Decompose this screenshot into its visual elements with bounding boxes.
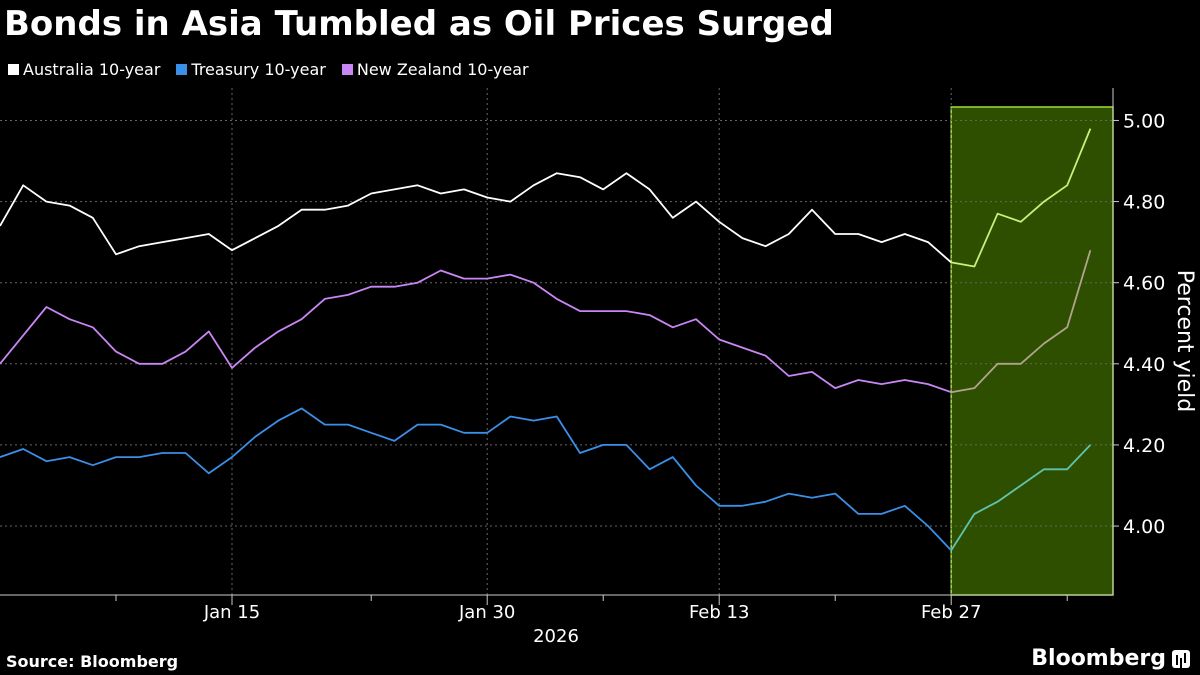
brand-logo: Bloomberg <box>1031 646 1190 671</box>
legend-label-new-zealand: New Zealand 10-year <box>356 60 529 79</box>
x-tick-label: Jan 30 <box>458 602 515 623</box>
y-tick-label: 5.00 <box>1123 110 1165 132</box>
x-axis-label: 2026 <box>533 626 579 647</box>
legend-item-treasury: Treasury 10-year <box>176 60 326 79</box>
y-tick-label: 4.00 <box>1123 516 1165 538</box>
chart-legend: Australia 10-year Treasury 10-year New Z… <box>8 60 529 79</box>
legend-item-australia: Australia 10-year <box>8 60 160 79</box>
legend-swatch-australia <box>8 64 19 75</box>
y-tick-label: 4.60 <box>1123 273 1165 295</box>
legend-label-australia: Australia 10-year <box>23 60 161 79</box>
legend-swatch-new-zealand <box>341 64 353 75</box>
highlight-band <box>950 106 1114 596</box>
series-line-new-zealand-highlight <box>951 249 1092 394</box>
x-tick-label: Jan 15 <box>203 602 260 623</box>
series-line-australia-highlight <box>951 128 1092 268</box>
series-line-new-zealand <box>0 269 952 394</box>
y-axis-label: Percent yield <box>1172 270 1197 413</box>
x-tick-label: Feb 13 <box>689 602 750 623</box>
legend-label-treasury: Treasury 10-year <box>191 60 326 79</box>
x-tick-label: Feb 27 <box>921 602 982 623</box>
series-line-treasury <box>0 407 952 552</box>
source-note: Source: Bloomberg <box>6 652 179 671</box>
bloomberg-chart-icon <box>1172 649 1190 668</box>
y-tick-label: 4.40 <box>1123 354 1165 376</box>
brand-name: Bloomberg <box>1031 646 1166 671</box>
series-line-treasury-highlight <box>950 444 1092 551</box>
legend-item-new-zealand: New Zealand 10-year <box>341 60 529 79</box>
chart-title: Bonds in Asia Tumbled as Oil Prices Surg… <box>4 4 834 44</box>
y-tick-label: 4.20 <box>1123 435 1165 457</box>
series-line-australia <box>0 172 952 264</box>
y-tick-label: 4.80 <box>1123 192 1165 214</box>
legend-swatch-treasury <box>176 64 188 75</box>
